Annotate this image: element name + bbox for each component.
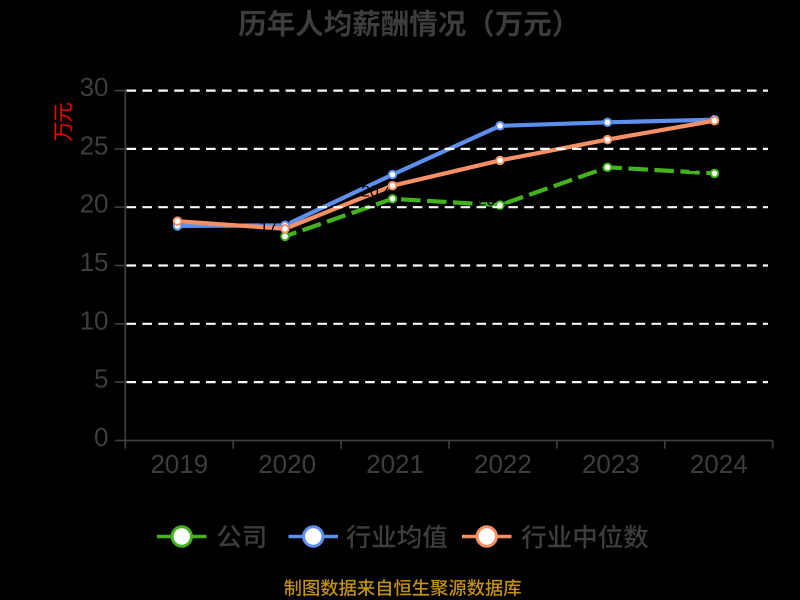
svg-text:20.4: 20.4: [361, 184, 392, 201]
svg-text:2019: 2019: [150, 449, 208, 479]
svg-text:2021: 2021: [366, 449, 424, 479]
svg-text:0: 0: [94, 422, 108, 452]
svg-text:2020: 2020: [258, 449, 316, 479]
svg-text:2022: 2022: [474, 449, 532, 479]
svg-text:25: 25: [80, 130, 109, 160]
svg-text:30: 30: [80, 72, 109, 102]
svg-text:2024: 2024: [690, 449, 748, 479]
svg-text:10: 10: [80, 305, 109, 335]
svg-text:5: 5: [94, 364, 108, 394]
svg-text:2023: 2023: [582, 449, 640, 479]
svg-text:20: 20: [80, 189, 109, 219]
svg-text:15: 15: [80, 247, 109, 277]
